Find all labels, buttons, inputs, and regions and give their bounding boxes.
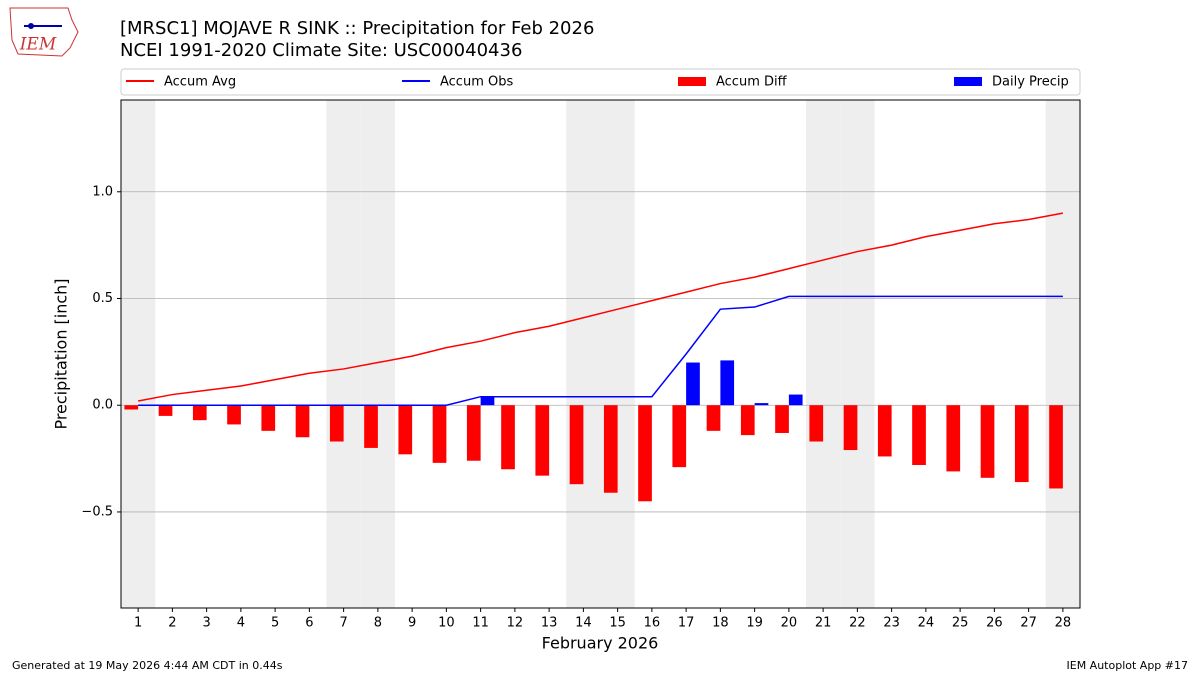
bar (480, 396, 495, 406)
weekend-shade (1045, 100, 1080, 608)
bar (1049, 405, 1063, 489)
logo-text: IEM (19, 35, 57, 55)
bar (686, 362, 700, 406)
bar (843, 405, 858, 451)
x-tick-label: 5 (271, 616, 279, 631)
x-tick-label: 28 (1055, 616, 1072, 631)
x-tick-label: 2 (168, 616, 176, 631)
x-tick-label: 26 (986, 616, 1003, 631)
line (138, 295, 1063, 406)
y-tick-label: 1.0 (92, 184, 113, 199)
y-tick-label: −0.5 (81, 504, 113, 519)
bar (946, 405, 961, 472)
weekend-shade (326, 100, 361, 608)
bar (432, 405, 447, 463)
x-tick-label: 14 (575, 616, 592, 631)
bar (788, 394, 803, 406)
bar (535, 405, 550, 476)
x-tick-label: 8 (374, 616, 382, 631)
y-tick-label: 0.5 (92, 291, 113, 306)
x-tick-label: 20 (781, 616, 798, 631)
chart-title: [MRSC1] MOJAVE R SINK :: Precipitation f… (120, 18, 594, 39)
x-tick-label: 27 (1020, 616, 1037, 631)
plot-content (121, 100, 1080, 608)
x-tick-label: 18 (712, 616, 729, 631)
bar (1014, 405, 1029, 483)
bar (124, 405, 139, 410)
bar (569, 405, 584, 485)
bar (466, 405, 481, 461)
bar (638, 405, 652, 502)
y-tick-label: 0.0 (92, 398, 113, 413)
bar (364, 405, 378, 448)
bar (672, 405, 687, 468)
x-tick-label: 16 (644, 616, 661, 631)
bar (754, 403, 769, 406)
x-tick-label: 3 (202, 616, 210, 631)
x-tick-label: 4 (237, 616, 245, 631)
bar (603, 405, 618, 493)
x-tick-label: 13 (541, 616, 558, 631)
bar (398, 405, 413, 455)
x-tick-label: 11 (472, 616, 489, 631)
x-tick-label: 19 (746, 616, 763, 631)
footer-left: Generated at 19 May 2026 4:44 AM CDT in … (12, 659, 283, 672)
line (137, 212, 1064, 402)
weekend-shade (360, 100, 395, 608)
x-tick-label: 22 (849, 616, 866, 631)
bar (809, 405, 824, 442)
x-tick-label: 7 (339, 616, 347, 631)
footer-right: IEM Autoplot App #17 (1067, 659, 1189, 672)
x-tick-label: 21 (815, 616, 832, 631)
legend-swatch (678, 77, 706, 86)
bar (740, 405, 755, 436)
weekend-shade (806, 100, 841, 608)
legend-label: Accum Diff (716, 75, 788, 90)
weekend-shade (566, 100, 601, 608)
x-tick-label: 24 (918, 616, 935, 631)
bar (706, 405, 721, 431)
x-axis-label: February 2026 (542, 634, 659, 653)
logo-dot (28, 23, 34, 29)
bar (329, 405, 344, 442)
bar (912, 405, 926, 465)
bar (775, 405, 789, 433)
x-tick-label: 17 (678, 616, 695, 631)
x-tick-label: 12 (507, 616, 524, 631)
bar (192, 405, 207, 421)
legend-label: Accum Avg (164, 75, 236, 90)
x-tick-label: 10 (438, 616, 455, 631)
bar (261, 405, 276, 431)
weekend-shade (121, 100, 156, 608)
x-tick-label: 25 (952, 616, 969, 631)
legend-label: Accum Obs (440, 75, 513, 90)
x-tick-label: 9 (408, 616, 416, 631)
bar (501, 405, 515, 470)
bar (980, 405, 995, 478)
weekend-shade (840, 100, 875, 608)
plot-frame (120, 99, 1081, 609)
legend-swatch (954, 77, 982, 86)
y-axis-label: Precipitation [inch] (52, 278, 71, 429)
weekend-shade (600, 100, 635, 608)
x-tick-label: 23 (883, 616, 900, 631)
x-tick-label: 15 (609, 616, 626, 631)
bar (877, 405, 892, 457)
x-tick-label: 1 (134, 616, 142, 631)
chart-subtitle: NCEI 1991-2020 Climate Site: USC00040436 (120, 40, 522, 61)
logo: IEM (9, 7, 79, 57)
legend-label: Daily Precip (992, 75, 1069, 90)
legend-box (120, 68, 1081, 96)
bar (227, 405, 241, 425)
logo-outline (9, 7, 79, 57)
bar (720, 360, 735, 406)
bar (158, 405, 173, 416)
bar (295, 405, 310, 438)
x-tick-label: 6 (305, 616, 313, 631)
